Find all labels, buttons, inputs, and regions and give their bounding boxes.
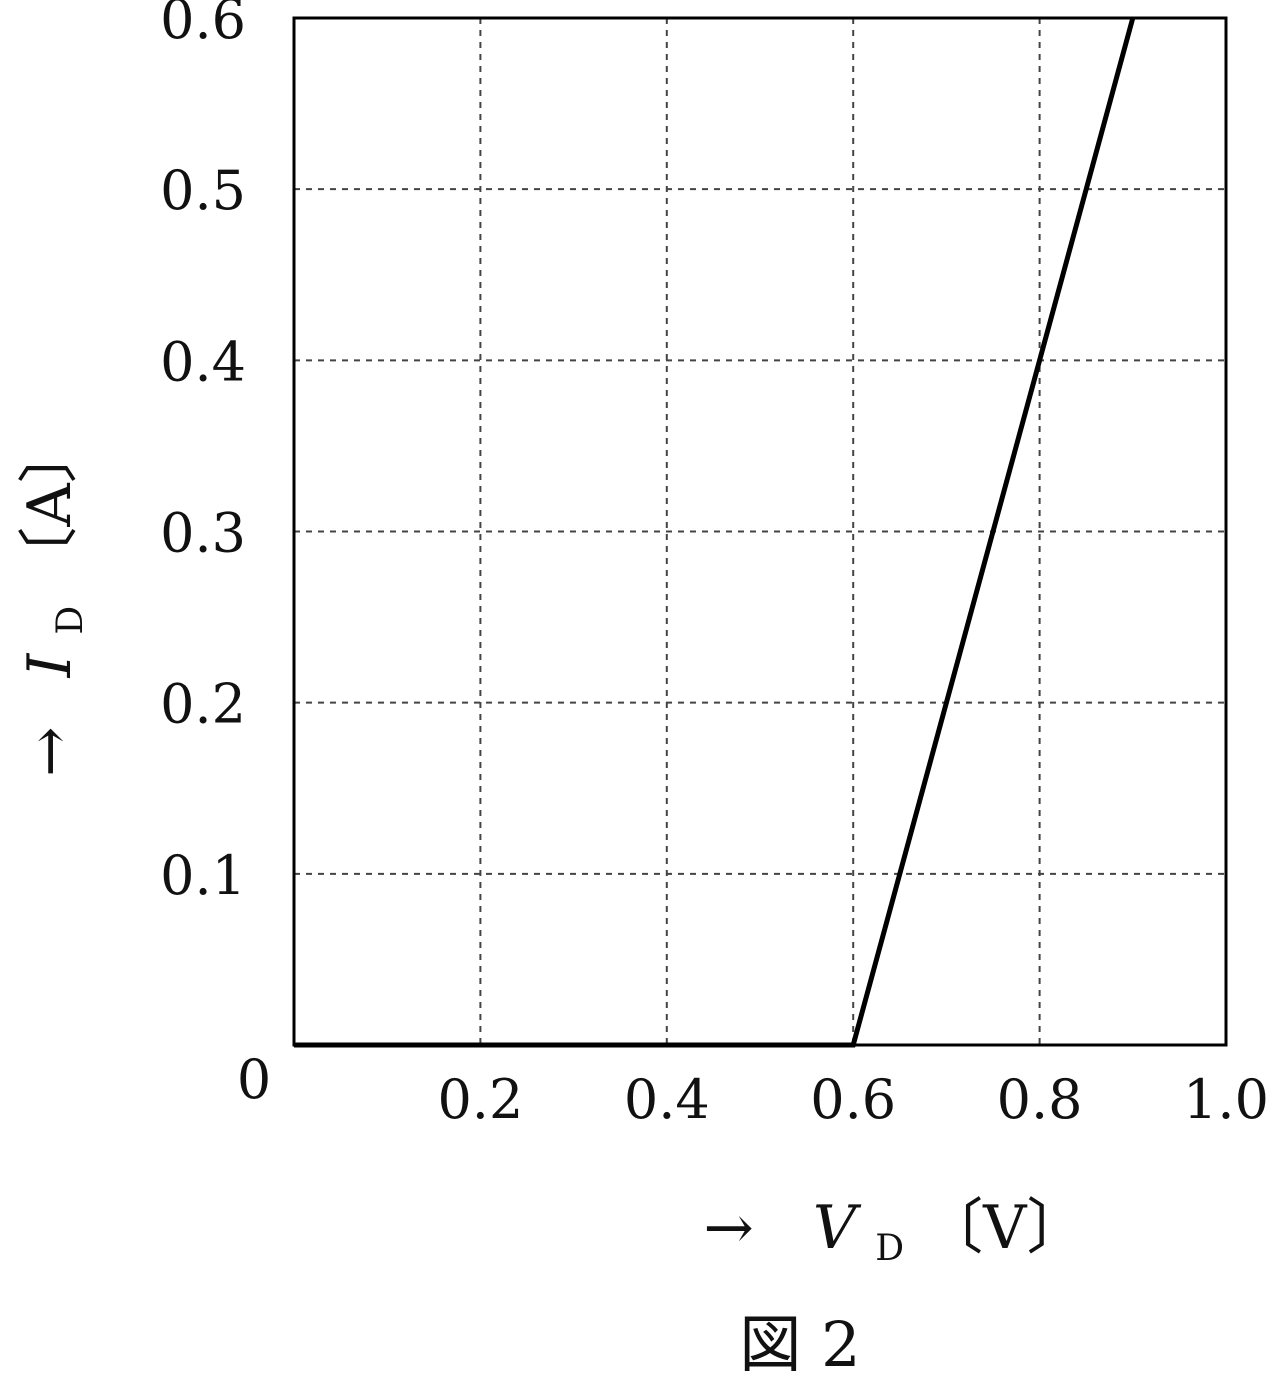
x-axis-unit: 〔V〕: [923, 1193, 1086, 1263]
y-tick-label: 0.3: [160, 502, 246, 565]
y-tick-label: 0.4: [160, 330, 246, 393]
y-axis-variable: I: [15, 652, 85, 678]
x-axis-arrow: →: [703, 1193, 753, 1263]
svg-text:→ I D 〔A〕: → I D 〔A〕: [15, 423, 97, 776]
x-tick-label: 0.6: [810, 1068, 896, 1131]
y-axis-subscript: D: [50, 606, 91, 635]
y-tick-label: 0.5: [160, 159, 246, 222]
y-axis-unit: 〔A〕: [15, 423, 85, 586]
y-tick-label: 0.6: [160, 0, 246, 51]
x-axis-variable: V: [813, 1193, 862, 1263]
x-tick-labels: 0.2 0.4 0.6 0.8 1.0: [437, 1068, 1268, 1131]
origin-label: 0: [237, 1048, 271, 1111]
figure-caption: 図 2: [739, 1308, 860, 1381]
x-tick-label: 0.2: [437, 1068, 523, 1131]
grid: [294, 18, 1226, 1045]
x-axis-subscript: D: [875, 1228, 904, 1269]
series-line-0: [294, 17, 1136, 1048]
x-axis-label: → V D 〔V〕: [703, 1193, 1086, 1275]
y-tick-label: 0.1: [160, 844, 246, 907]
y-tick-labels: 0.1 0.2 0.3 0.4 0.5 0.6: [160, 0, 246, 907]
y-tick-label: 0.2: [160, 673, 246, 736]
x-tick-label: 0.8: [997, 1068, 1083, 1131]
y-axis-label: → I D 〔A〕: [15, 423, 97, 776]
series-group: [294, 17, 1136, 1048]
y-axis-arrow: →: [15, 726, 85, 776]
x-tick-label: 1.0: [1183, 1068, 1269, 1131]
x-tick-label: 0.4: [624, 1068, 710, 1131]
